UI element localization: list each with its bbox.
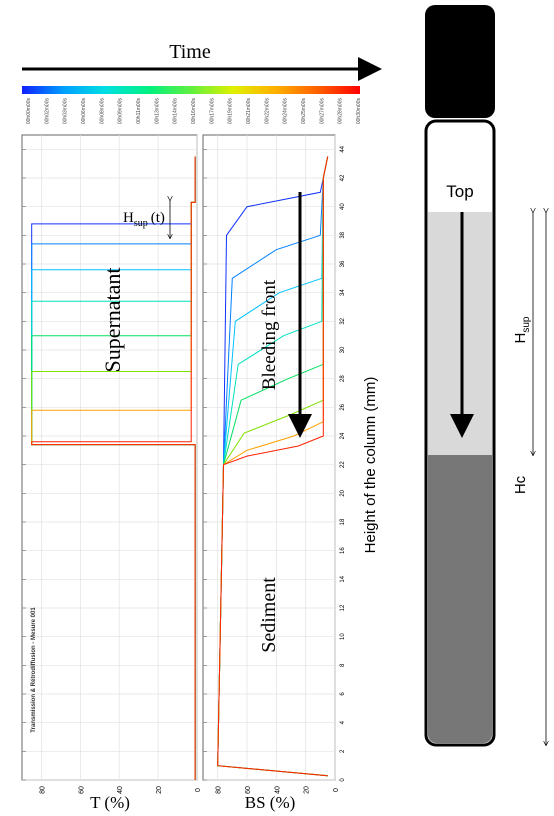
y-tick-label: 10 <box>340 633 346 640</box>
time-tick-label: 00h30m00s <box>356 98 362 125</box>
x-tick-label: 20 <box>156 786 163 794</box>
x-tick-label: 80 <box>216 786 223 794</box>
h-sup-label: Hsup (t) <box>123 210 165 229</box>
column-cap <box>425 5 495 118</box>
x-tick-label: 20 <box>304 786 311 794</box>
h-main: H <box>123 210 134 226</box>
time-tick-label: 00h19m00s <box>228 98 234 125</box>
time-tick-label: 00h11m00s <box>136 98 142 124</box>
time-tick-label: 00h28m00s <box>338 98 344 125</box>
y-tick-label: 8 <box>340 663 346 667</box>
y-tick-label: 6 <box>340 692 346 696</box>
bs-panel <box>202 134 336 781</box>
y-tick-label: 34 <box>340 289 346 296</box>
bs-axis-label: BS (%) <box>245 793 296 812</box>
x-tick-label: 40 <box>274 786 281 794</box>
height-axis-label: Height of the column (mm) <box>362 377 379 554</box>
x-tick-label: 60 <box>78 786 85 794</box>
y-tick-label: 16 <box>340 547 346 554</box>
y-tick-label: 4 <box>340 720 346 724</box>
time-tick-label: 00h08m00s <box>99 98 105 125</box>
top-label: Top <box>446 182 473 201</box>
time-label: Time <box>169 41 211 63</box>
y-tick-label: 44 <box>340 145 346 152</box>
y-tick-label: 24 <box>340 432 346 439</box>
time-tick-label: 00h24m00s <box>283 98 289 125</box>
t-axis-label: T (%) <box>90 793 130 812</box>
y-tick-label: 38 <box>340 231 346 238</box>
y-tick-label: 42 <box>340 174 346 181</box>
profile-line <box>31 156 196 780</box>
time-tick-label: 00h27m00s <box>319 98 325 125</box>
supernatant-zone <box>428 212 492 455</box>
y-tick-label: 18 <box>340 518 346 525</box>
time-tick-label: 00h25m00s <box>301 98 307 125</box>
y-tick-label: 22 <box>340 461 346 468</box>
sediment-label: Sediment <box>258 577 280 653</box>
sediment-zone <box>428 455 492 743</box>
side-note: Transmission & Rétrodiffusion - Mesure 0… <box>31 607 37 733</box>
time-colorbar <box>22 86 360 94</box>
t-panel <box>21 134 198 781</box>
time-tick-label: 00h22m00s <box>264 98 270 125</box>
y-tick-label: 2 <box>340 749 346 753</box>
y-tick-label: 32 <box>340 317 346 324</box>
y-tick-label: 30 <box>340 346 346 353</box>
time-tick-label: 00h00m00s <box>26 98 32 125</box>
diagram-h-sup: Hsup <box>512 316 532 343</box>
y-tick-label: 0 <box>340 778 346 782</box>
h-sub: sup <box>134 218 148 229</box>
x-tick-label: 60 <box>245 786 252 794</box>
y-tick-label: 20 <box>340 489 346 496</box>
y-tick-label: 28 <box>340 375 346 382</box>
time-tick-label: 00h03m00s <box>63 98 69 125</box>
time-tick-label: 00h21m00s <box>246 98 252 125</box>
x-tick-label: 40 <box>117 786 124 794</box>
supernatant-label: Supernatant <box>100 267 125 372</box>
x-tick-label: 0 <box>333 788 340 792</box>
y-tick-label: 36 <box>340 260 346 267</box>
time-tick-label: 00h14m00s <box>173 98 179 125</box>
time-tick-label: 00h09m00s <box>118 98 124 125</box>
time-tick-label: 00h02m00s <box>44 98 50 125</box>
y-tick-label: 14 <box>340 575 346 582</box>
profile-line <box>217 156 329 777</box>
h-sub: sup <box>521 316 532 333</box>
time-tick-label: 00h13m00s <box>154 98 160 125</box>
h-main: H <box>512 333 529 344</box>
hc-label: Hc <box>512 475 529 494</box>
y-tick-label: 12 <box>340 604 346 611</box>
bleeding-front-label: Bleeding front <box>259 279 280 390</box>
y-tick-label: 26 <box>340 403 346 410</box>
x-tick-label: 0 <box>195 788 202 792</box>
x-tick-label: 80 <box>39 786 46 794</box>
y-tick-label: 40 <box>340 203 346 210</box>
time-tick-label: 00h17m00s <box>209 98 215 125</box>
time-tick-label: 00h16m00s <box>191 98 197 125</box>
h-t: (t) <box>151 210 165 226</box>
time-tick-label: 00h06m00s <box>81 98 87 125</box>
